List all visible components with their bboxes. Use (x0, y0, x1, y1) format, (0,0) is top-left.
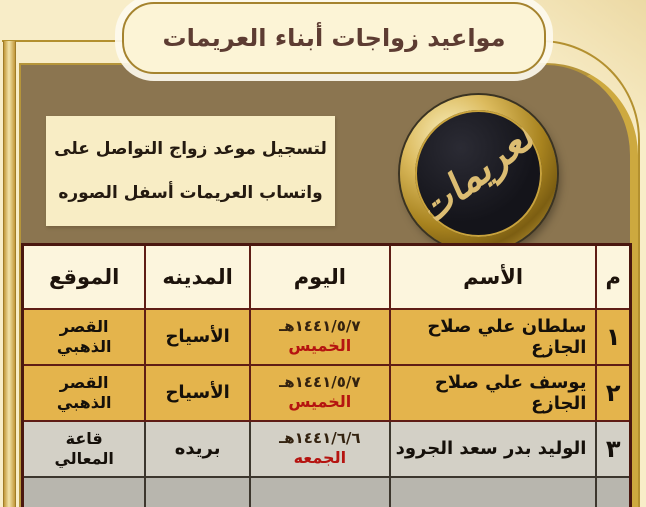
row-number: ٢ (595, 363, 632, 422)
hijri-date: ١٤٤١/٦/٦هـ (279, 429, 361, 448)
notice-box: لتسجيل موعد زواج التواصل على واتساب العر… (46, 116, 335, 226)
weekday-name: الخميس (288, 335, 352, 355)
city-name: بريده (144, 419, 251, 478)
logo-inner-circle: العريمات (415, 110, 542, 237)
table-row: ١ سلطان علي صلاح الجازع ١٤٤١/٥/٧هـ الخمي… (21, 307, 632, 366)
row-number: ٣ (595, 419, 632, 478)
wedding-day-cell: ١٤٤١/٦/٦هـ الجمعه (248, 419, 391, 478)
notice-line-1: لتسجيل موعد زواج التواصل على (54, 139, 327, 160)
groom-name (388, 475, 598, 507)
city-name (144, 475, 251, 507)
wedding-day-cell: ١٤٤١/٥/٧هـ الخميس (248, 307, 391, 366)
weekday-name: الجمعه (293, 447, 347, 467)
row-number (595, 475, 632, 507)
venue-name: القصر الذهبي (21, 363, 147, 422)
groom-name: الوليد بدر سعد الجرود (388, 419, 598, 478)
wedding-day-cell: ١٤٤١/٥/٧هـ الخميس (248, 363, 391, 422)
notice-line-2: واتساب العريمات أسفل الصوره (58, 182, 323, 203)
header-location: الموقع (21, 243, 147, 310)
title-banner: مواعيد زواجات أبناء العريمات (122, 2, 546, 74)
page-title: مواعيد زواجات أبناء العريمات (162, 24, 506, 52)
table-row: ٣ الوليد بدر سعد الجرود ١٤٤١/٦/٦هـ الجمع… (21, 419, 632, 478)
wedding-schedule-table: م الأسم اليوم المدينه الموقع ١ سلطان علي… (21, 243, 632, 507)
city-name: الأسياح (144, 307, 251, 366)
logo-calligraphy-text: العريمات (415, 110, 542, 236)
row-number: ١ (595, 307, 632, 366)
wedding-day-cell (248, 475, 391, 507)
table-row-empty (21, 475, 632, 507)
table-row: ٢ يوسف علي صلاح الجازع ١٤٤١/٥/٧هـ الخميس… (21, 363, 632, 422)
hijri-date: ١٤٤١/٥/٧هـ (279, 317, 361, 336)
groom-name: سلطان علي صلاح الجازع (388, 307, 598, 366)
hijri-date: ١٤٤١/٥/٧هـ (279, 373, 361, 392)
header-day: اليوم (248, 243, 391, 310)
venue-name (21, 475, 147, 507)
venue-name: القصر الذهبي (21, 307, 147, 366)
venue-name: قاعة المعالي (21, 419, 147, 478)
header-city: المدينه (144, 243, 251, 310)
city-name: الأسياح (144, 363, 251, 422)
header-number: م (595, 243, 632, 310)
header-name: الأسم (388, 243, 598, 310)
groom-name: يوسف علي صلاح الجازع (388, 363, 598, 422)
left-gold-bar (3, 41, 16, 507)
table-header-row: م الأسم اليوم المدينه الموقع (21, 243, 632, 310)
oraimat-logo: العريمات (400, 95, 557, 252)
weekday-name: الخميس (288, 391, 352, 411)
